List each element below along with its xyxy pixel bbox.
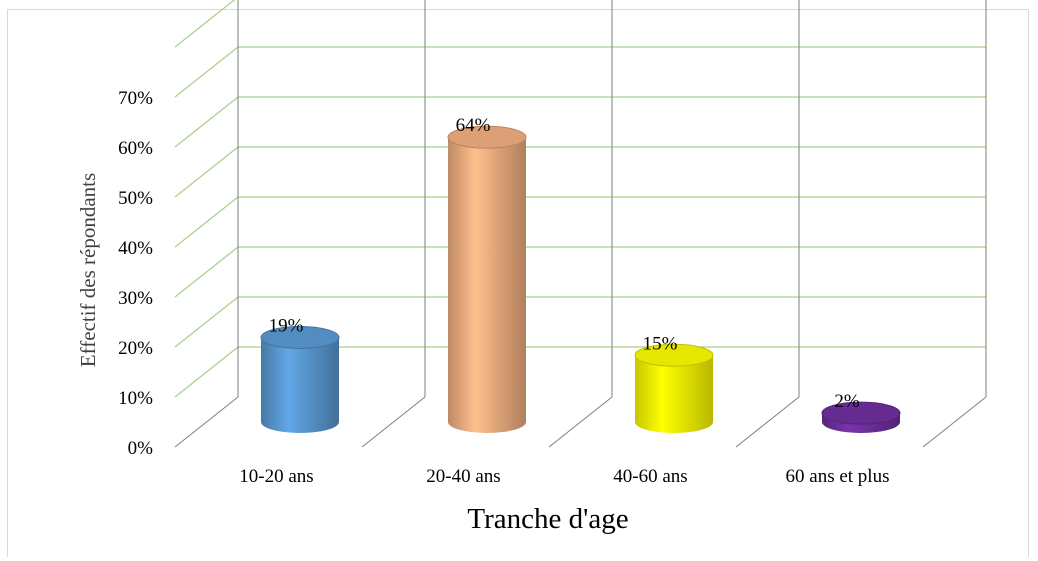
y-axis-title: Effectif des répondants: [76, 173, 100, 367]
gridline-side: [174, 196, 239, 248]
bar-top: [260, 325, 340, 349]
y-tick-label: 60%: [118, 138, 153, 159]
bar: [634, 343, 714, 433]
gridline-top-side: [174, 0, 236, 48]
bars: [260, 125, 901, 433]
gridline-side: [174, 96, 239, 148]
x-axis-title: Tranche d'age: [467, 503, 628, 535]
floor-divider: [361, 396, 426, 448]
bar-top: [821, 401, 901, 425]
x-tick-label: 40-60 ans: [613, 466, 687, 487]
y-tick-label: 40%: [118, 238, 153, 259]
data-label: 2%: [834, 391, 860, 412]
bar-top: [447, 125, 527, 149]
bar-body: [261, 337, 339, 433]
x-tick-label: 60 ans et plus: [786, 466, 890, 487]
gridline-side: [174, 146, 239, 198]
y-axis-ticks: 0% 10% 20% 30% 40% 50% 60% 70%: [118, 88, 153, 459]
bar-body: [448, 137, 526, 433]
floor-divider: [922, 396, 987, 448]
chart-walls: [174, 0, 987, 448]
y-tick-label: 0%: [128, 438, 154, 459]
bar: [447, 125, 527, 433]
chart-frame: [7, 9, 1029, 557]
y-tick-label: 30%: [118, 288, 153, 309]
data-label: 64%: [456, 115, 491, 136]
gridline-side: [174, 46, 239, 98]
gridline-side: [174, 296, 239, 348]
data-labels: 19% 64% 15% 2%: [269, 115, 860, 412]
data-label: 15%: [643, 333, 678, 354]
y-tick-label: 70%: [118, 88, 153, 109]
bar: [260, 325, 340, 433]
y-tick-label: 50%: [118, 188, 153, 209]
floor-divider: [735, 396, 800, 448]
bar-top: [634, 343, 714, 367]
x-tick-label: 10-20 ans: [239, 466, 313, 487]
floor-divider: [174, 396, 239, 448]
floor-divider: [548, 396, 613, 448]
x-axis-ticks: 10-20 ans 20-40 ans 40-60 ans 60 ans et plu…: [239, 466, 889, 487]
x-tick-label: 20-40 ans: [426, 466, 500, 487]
bar: [821, 401, 901, 433]
y-tick-label: 10%: [118, 388, 153, 409]
bar-body: [635, 355, 713, 433]
y-tick-label: 20%: [118, 338, 153, 359]
gridline-side: [174, 346, 239, 398]
gridline-side: [174, 246, 239, 298]
data-label: 19%: [269, 315, 304, 336]
